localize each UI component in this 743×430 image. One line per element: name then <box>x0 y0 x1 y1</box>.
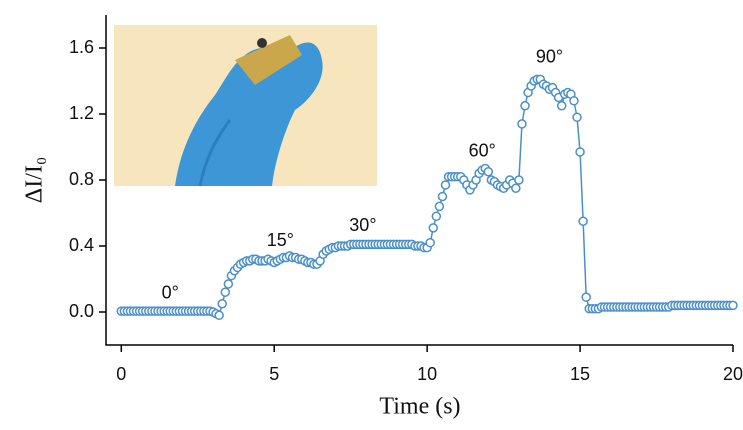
data-point <box>425 237 435 248</box>
x-tick-label: 0 <box>116 364 126 384</box>
data-point <box>578 216 588 226</box>
data-point <box>514 175 524 185</box>
annotation: 30° <box>349 215 376 235</box>
x-tick-label: 5 <box>269 364 279 384</box>
data-point <box>728 300 738 311</box>
annotation: 15° <box>267 230 294 250</box>
data-point <box>214 310 224 321</box>
x-tick-label: 15 <box>570 364 590 384</box>
data-point <box>556 101 567 111</box>
data-point <box>428 223 439 233</box>
data-point <box>520 101 530 111</box>
data-point <box>572 112 582 123</box>
y-tick-label: 0.8 <box>69 169 94 189</box>
y-tick-label: 1.2 <box>69 103 94 123</box>
data-point <box>431 211 442 222</box>
data-point <box>434 201 445 212</box>
data-point <box>220 287 231 297</box>
data-point <box>217 299 227 309</box>
data-point <box>517 119 527 129</box>
y-tick-label: 0.4 <box>69 235 94 255</box>
inset-photo <box>114 25 377 187</box>
annotation: 0° <box>162 283 179 303</box>
data-point <box>575 147 585 157</box>
data-point <box>437 191 448 202</box>
y-tick-label: 1.6 <box>69 37 94 57</box>
annotation: 60° <box>469 141 496 161</box>
y-tick-label: 0.0 <box>69 301 94 321</box>
x-axis-title: Time (s) <box>379 394 460 420</box>
x-tick-label: 20 <box>723 364 743 384</box>
data-point <box>569 96 579 106</box>
x-tick-label: 10 <box>417 364 437 384</box>
data-point <box>511 183 521 193</box>
data-point <box>440 180 451 190</box>
y-axis-title: ΔI/I₀ <box>22 157 48 203</box>
data-point <box>223 279 234 289</box>
data-point <box>483 167 494 177</box>
annotation: 90° <box>536 47 563 67</box>
data-point <box>581 292 591 302</box>
axes <box>105 15 733 346</box>
